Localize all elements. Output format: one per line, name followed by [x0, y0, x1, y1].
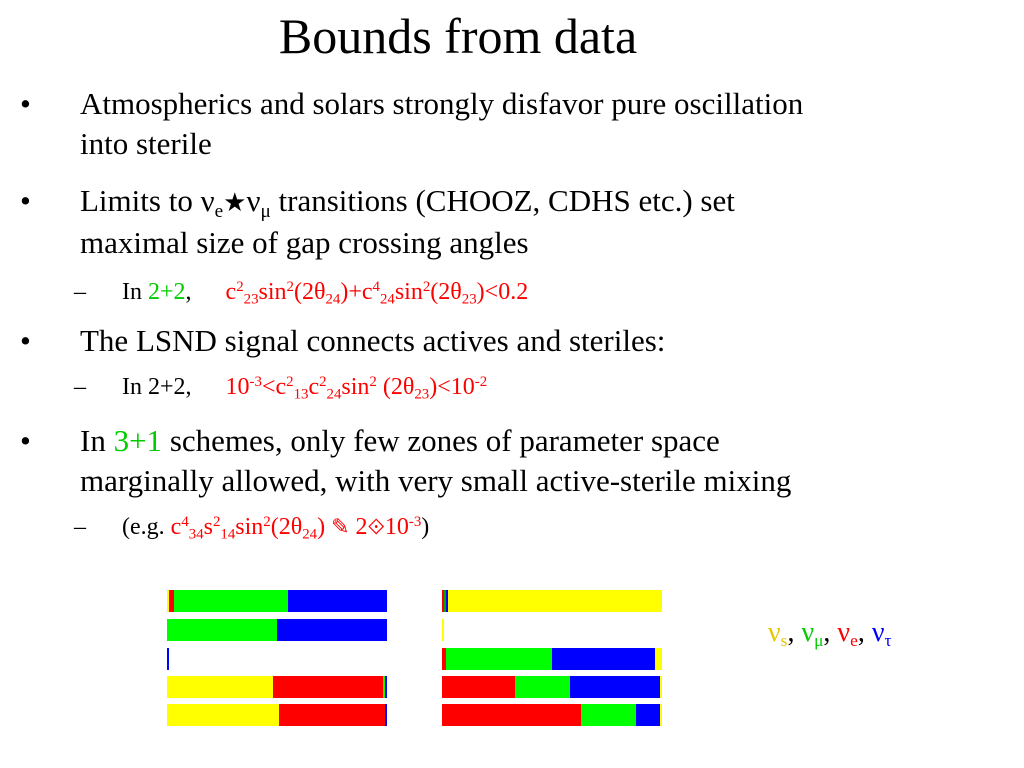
flavor-segment	[287, 590, 387, 612]
legend-muon: νμ	[801, 617, 824, 651]
flavor-segment	[569, 676, 660, 698]
bullet-sterile-oscillation: • Atmospherics and solars strongly disfa…	[20, 84, 804, 164]
flavor-segment	[169, 590, 174, 612]
bullet-marker: •	[20, 86, 31, 121]
bullet-marker: •	[20, 183, 31, 218]
flavor-segment	[384, 704, 387, 726]
flavor-legend: νs, νμ, νe, ντ	[768, 617, 892, 651]
flavor-segment	[167, 619, 277, 641]
legend-tau: ντ	[871, 617, 892, 651]
pencil-icon: ✎	[331, 515, 350, 540]
subbullet-22-gap-crossing: – In 2+2, c223sin2(2θ24)+c424sin2(2θ23)<0…	[74, 278, 529, 308]
diamond-icon: ⟐	[367, 515, 385, 540]
bullet-text-line: maximal size of gap crossing angles	[80, 225, 529, 260]
flavor-segment	[173, 590, 288, 612]
flavor-segment	[580, 704, 636, 726]
subbullet-22-lsnd: – In 2+2, 10-3<c213c224sin2 (2θ23)<10-2	[74, 373, 488, 403]
mass-state-bar	[442, 676, 662, 698]
mass-state-bar	[442, 704, 662, 726]
mass-state-bar	[442, 648, 662, 670]
flavor-segment	[167, 648, 169, 670]
flavor-segment	[384, 676, 387, 698]
flavor-segment	[443, 590, 446, 612]
star-icon: ★	[223, 188, 247, 218]
bullet-text-line: In 3+1 schemes, only few zones of parame…	[80, 423, 720, 458]
flavor-segment	[442, 676, 515, 698]
bullet-transition-limits: • Limits to νe★νμ transitions (CHOOZ, CD…	[20, 181, 735, 263]
bullet-text-line: into sterile	[80, 126, 212, 161]
flavor-segment	[167, 676, 273, 698]
bullet-text-line: Limits to νe★νμ transitions (CHOOZ, CDHS…	[80, 183, 735, 222]
flavor-segment	[279, 704, 385, 726]
scheme-label: 2+2	[148, 279, 186, 305]
mass-state-bar	[167, 619, 387, 641]
flavor-segment	[447, 590, 662, 612]
bullet-lsnd-signal: • The LSND signal connects actives and s…	[20, 321, 666, 361]
scheme-label: 3+1	[113, 423, 163, 458]
flavor-segment	[382, 676, 385, 698]
mass-state-bar	[167, 704, 387, 726]
flavor-segment	[446, 648, 552, 670]
flavor-segment	[445, 590, 448, 612]
flavor-segment	[167, 590, 170, 612]
mass-state-bar	[167, 648, 387, 670]
legend-electron: νe	[837, 617, 858, 651]
flavor-segment	[442, 704, 581, 726]
bullet-text-line: marginally allowed, with very small acti…	[80, 463, 792, 498]
flavor-segment	[442, 619, 445, 641]
flavor-segment	[635, 704, 660, 726]
bullet-marker: •	[20, 423, 31, 458]
flavor-segment	[659, 676, 662, 698]
mass-state-bar	[167, 590, 387, 612]
formula: 10-3<c213c224sin2 (2θ23)<10-2	[225, 373, 488, 403]
flavor-segment	[442, 648, 447, 670]
flavor-segment	[167, 704, 280, 726]
flavor-segment	[551, 648, 656, 670]
subbullet-marker: –	[74, 514, 86, 540]
mass-state-bar	[442, 619, 662, 641]
flavor-segment	[442, 590, 444, 612]
formula: c223sin2(2θ24)+c424sin2(2θ23)<0.2	[225, 278, 529, 308]
bullet-marker: •	[20, 323, 31, 358]
bullet-31-schemes: • In 3+1 schemes, only few zones of para…	[20, 421, 792, 501]
flavor-segment	[277, 619, 387, 641]
flavor-segment	[655, 648, 662, 670]
legend-sterile: νs	[768, 617, 788, 651]
slide-title: Bounds from data	[278, 8, 638, 64]
mass-state-bar	[442, 590, 662, 612]
bullet-text-line: Atmospherics and solars strongly disfavo…	[80, 86, 804, 121]
flavor-segment	[514, 676, 570, 698]
subbullet-marker: –	[74, 374, 86, 400]
subbullet-marker: –	[74, 279, 86, 305]
flavor-segment	[659, 704, 662, 726]
subbullet-31-example: – (e.g. c434s214sin2(2θ24) ✎ 2⟐10-3)	[74, 513, 430, 543]
formula: c434s214sin2(2θ24) ✎ 2⟐10-3	[170, 513, 422, 543]
bullet-text-line: The LSND signal connects actives and ste…	[80, 323, 666, 358]
flavor-segment	[272, 676, 383, 698]
mass-state-bar	[167, 676, 387, 698]
